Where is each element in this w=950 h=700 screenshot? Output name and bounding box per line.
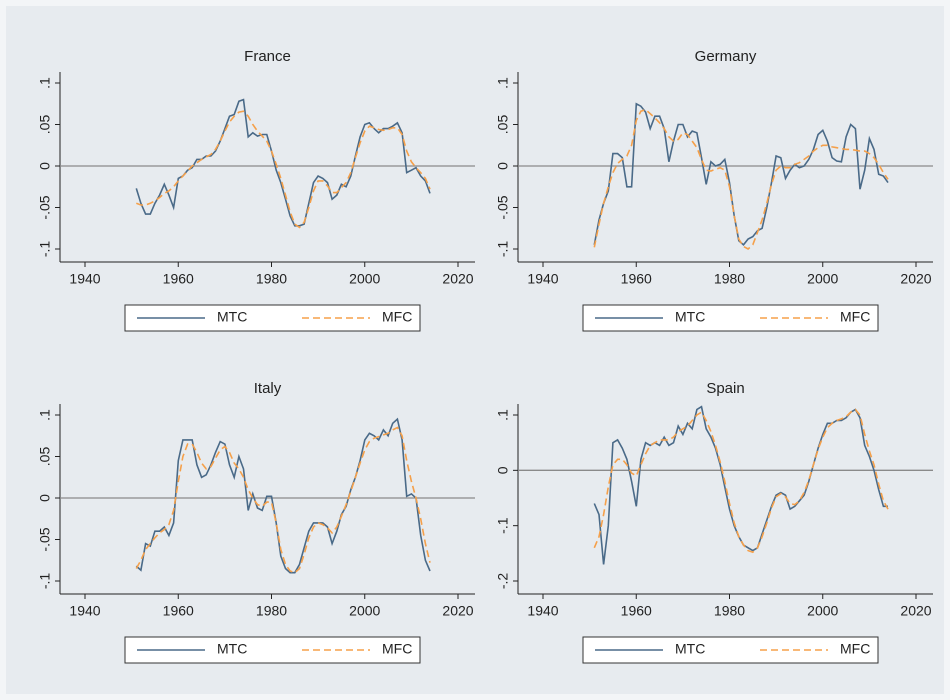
y-tick-label: 0 bbox=[495, 466, 511, 474]
series-line bbox=[135, 417, 431, 574]
y-tick-label: .1 bbox=[37, 409, 53, 421]
x-tick-label: 1980 bbox=[714, 603, 745, 619]
legend-label: MFC bbox=[382, 309, 412, 325]
y-tick-label: .1 bbox=[495, 77, 511, 89]
y-tick-label: 0 bbox=[495, 162, 511, 170]
x-tick-label: 1960 bbox=[163, 271, 194, 287]
x-tick-label: 1960 bbox=[163, 603, 194, 619]
x-tick-label: 1940 bbox=[527, 271, 558, 287]
legend-label: MTC bbox=[217, 641, 247, 657]
y-tick-label: -.05 bbox=[37, 195, 53, 219]
series-line bbox=[136, 110, 431, 229]
legend-label: MFC bbox=[382, 641, 412, 657]
y-tick-label: .05 bbox=[37, 447, 53, 467]
legend-label: MTC bbox=[675, 641, 705, 657]
y-tick-label: -.05 bbox=[495, 195, 511, 219]
x-tick-label: 2000 bbox=[807, 603, 838, 619]
y-tick-label: 0 bbox=[37, 494, 53, 502]
x-tick-label: 2020 bbox=[442, 603, 473, 619]
legend-label: MTC bbox=[675, 309, 705, 325]
panel-title: Spain bbox=[706, 380, 744, 397]
panel-title: France bbox=[244, 48, 291, 65]
y-tick-label: -.1 bbox=[37, 573, 53, 590]
x-tick-label: 2000 bbox=[807, 271, 838, 287]
x-tick-label: 1940 bbox=[69, 271, 100, 287]
x-tick-label: 2000 bbox=[349, 271, 380, 287]
x-tick-label: 2000 bbox=[349, 603, 380, 619]
y-tick-label: -.05 bbox=[37, 527, 53, 551]
x-tick-label: 1960 bbox=[621, 271, 652, 287]
x-tick-label: 1940 bbox=[527, 603, 558, 619]
panel-title: Italy bbox=[254, 380, 282, 397]
y-tick-label: 0 bbox=[37, 162, 53, 170]
legend-label: MFC bbox=[840, 641, 870, 657]
series-line bbox=[593, 108, 889, 250]
y-tick-label: .05 bbox=[37, 115, 53, 135]
x-tick-label: 1980 bbox=[256, 271, 287, 287]
x-tick-label: 2020 bbox=[900, 271, 931, 287]
y-tick-label: -.2 bbox=[495, 573, 511, 590]
x-tick-label: 2020 bbox=[900, 603, 931, 619]
y-tick-label: -.1 bbox=[37, 241, 53, 258]
panel-title: Germany bbox=[695, 48, 757, 65]
y-tick-label: -.1 bbox=[495, 517, 511, 534]
graph-region bbox=[6, 6, 944, 694]
y-tick-label: -.1 bbox=[495, 241, 511, 258]
x-tick-label: 1960 bbox=[621, 603, 652, 619]
y-tick-label: .1 bbox=[495, 409, 511, 421]
y-tick-label: .05 bbox=[495, 115, 511, 135]
y-tick-label: .1 bbox=[37, 77, 53, 89]
x-tick-label: 1980 bbox=[256, 603, 287, 619]
x-tick-label: 1940 bbox=[69, 603, 100, 619]
legend-label: MTC bbox=[217, 309, 247, 325]
series-line bbox=[593, 408, 889, 554]
x-tick-label: 1980 bbox=[714, 271, 745, 287]
x-tick-label: 2020 bbox=[442, 271, 473, 287]
legend-label: MFC bbox=[840, 309, 870, 325]
